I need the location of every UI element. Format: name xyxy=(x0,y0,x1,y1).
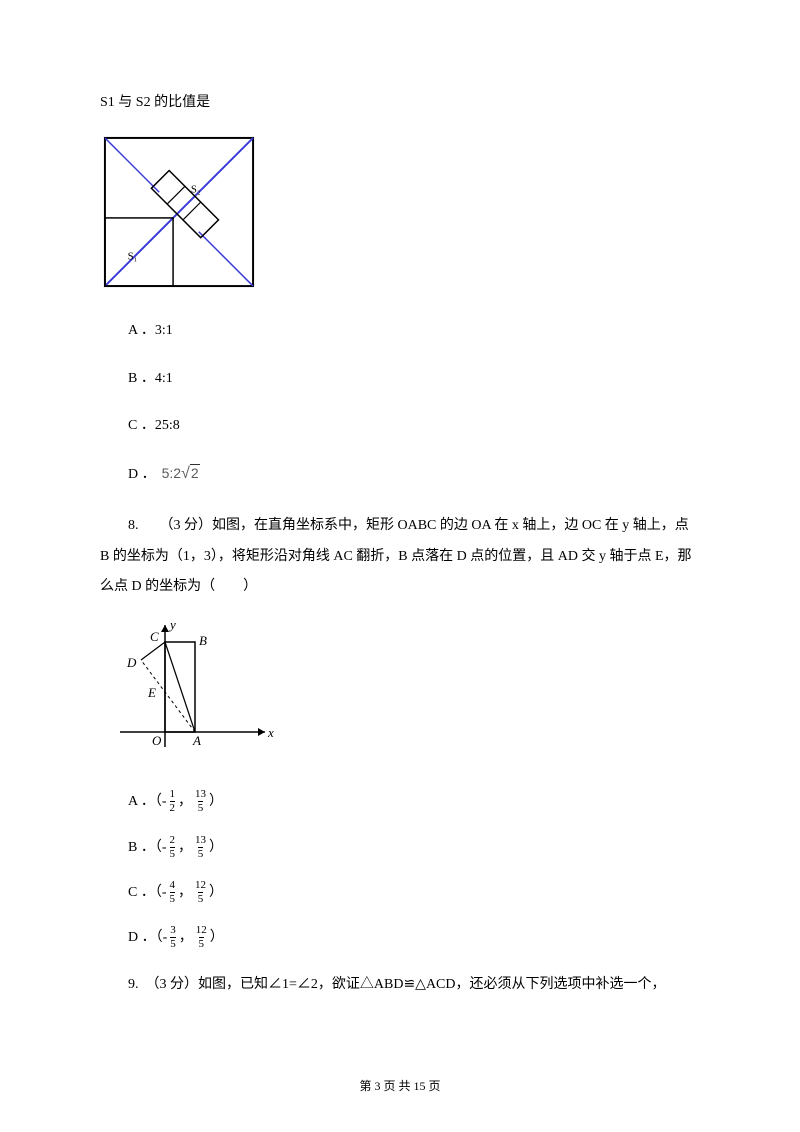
q8d-f2: 125 xyxy=(196,925,207,950)
svg-text:S₂: S₂ xyxy=(191,183,201,195)
q8-diagram: y x O A B C D E xyxy=(100,617,700,771)
q8d-prefix: D ．（- xyxy=(128,925,167,950)
page-footer: 第 3 页 共 15 页 xyxy=(0,1076,800,1098)
q7-diagram: S₁ S₂ xyxy=(100,133,700,300)
q7-opt-a: A ．3:1 xyxy=(100,318,700,343)
q8-text: 8. （3 分）如图，在直角坐标系中，矩形 OABC 的边 OA 在 x 轴上，… xyxy=(100,511,700,603)
q8a-f2: 135 xyxy=(195,789,206,814)
q8d-f1: 35 xyxy=(170,925,176,950)
svg-text:x: x xyxy=(267,725,274,740)
q8b-f2: 135 xyxy=(195,835,206,860)
q8c-prefix: C ．（- xyxy=(128,880,167,905)
q8b-prefix: B ．（- xyxy=(128,835,167,860)
q7-d-expr-b: 2 xyxy=(190,464,200,481)
svg-text:y: y xyxy=(168,617,176,632)
svg-text:B: B xyxy=(199,633,207,648)
q9-text: 9. （3 分）如图，已知∠1=∠2，欲证△ABD≌△ACD，还必须从下列选项中… xyxy=(100,970,700,1001)
q7-opt-c: C ．25:8 xyxy=(100,413,700,438)
q8a-f1: 12 xyxy=(170,789,176,814)
q7-opt-d: D ． 5:2√2 xyxy=(100,460,700,489)
q8b-f1: 25 xyxy=(170,835,176,860)
q8a-mid: ， xyxy=(178,789,192,814)
q8c-mid: ， xyxy=(178,880,192,905)
svg-text:O: O xyxy=(152,733,162,748)
svg-text:S₁: S₁ xyxy=(128,251,138,263)
q8d-mid: ， xyxy=(179,925,193,950)
svg-text:A: A xyxy=(192,733,201,748)
q8a-suffix: ） xyxy=(209,789,223,814)
q8b-mid: ， xyxy=(178,835,192,860)
page: S1 与 S2 的比值是 S₁ S₂ A ．3:1 B ．4:1 C ．25:8… xyxy=(0,0,800,1132)
q8c-f2: 125 xyxy=(195,880,206,905)
q7-d-expr-a: 5:2 xyxy=(162,465,181,481)
q7-d-prefix: D ． xyxy=(128,462,156,487)
q8-opt-a: A ．（- 12 ， 135 ） xyxy=(100,789,700,814)
q8b-suffix: ） xyxy=(209,835,223,860)
q7-intro: S1 与 S2 的比值是 xyxy=(100,90,700,115)
svg-text:C: C xyxy=(150,629,159,644)
svg-text:D: D xyxy=(126,655,137,670)
q7-opt-b: B ．4:1 xyxy=(100,366,700,391)
svg-text:E: E xyxy=(147,685,156,700)
q8-opt-b: B ．（- 25 ， 135 ） xyxy=(100,835,700,860)
q8-opt-c: C ．（- 45 ， 125 ） xyxy=(100,880,700,905)
q8c-suffix: ） xyxy=(209,880,223,905)
q8d-suffix: ） xyxy=(210,925,224,950)
q8a-prefix: A ．（- xyxy=(128,789,167,814)
q8-opt-d: D ．（- 35 ， 125 ） xyxy=(100,925,700,950)
q8c-f1: 45 xyxy=(170,880,176,905)
